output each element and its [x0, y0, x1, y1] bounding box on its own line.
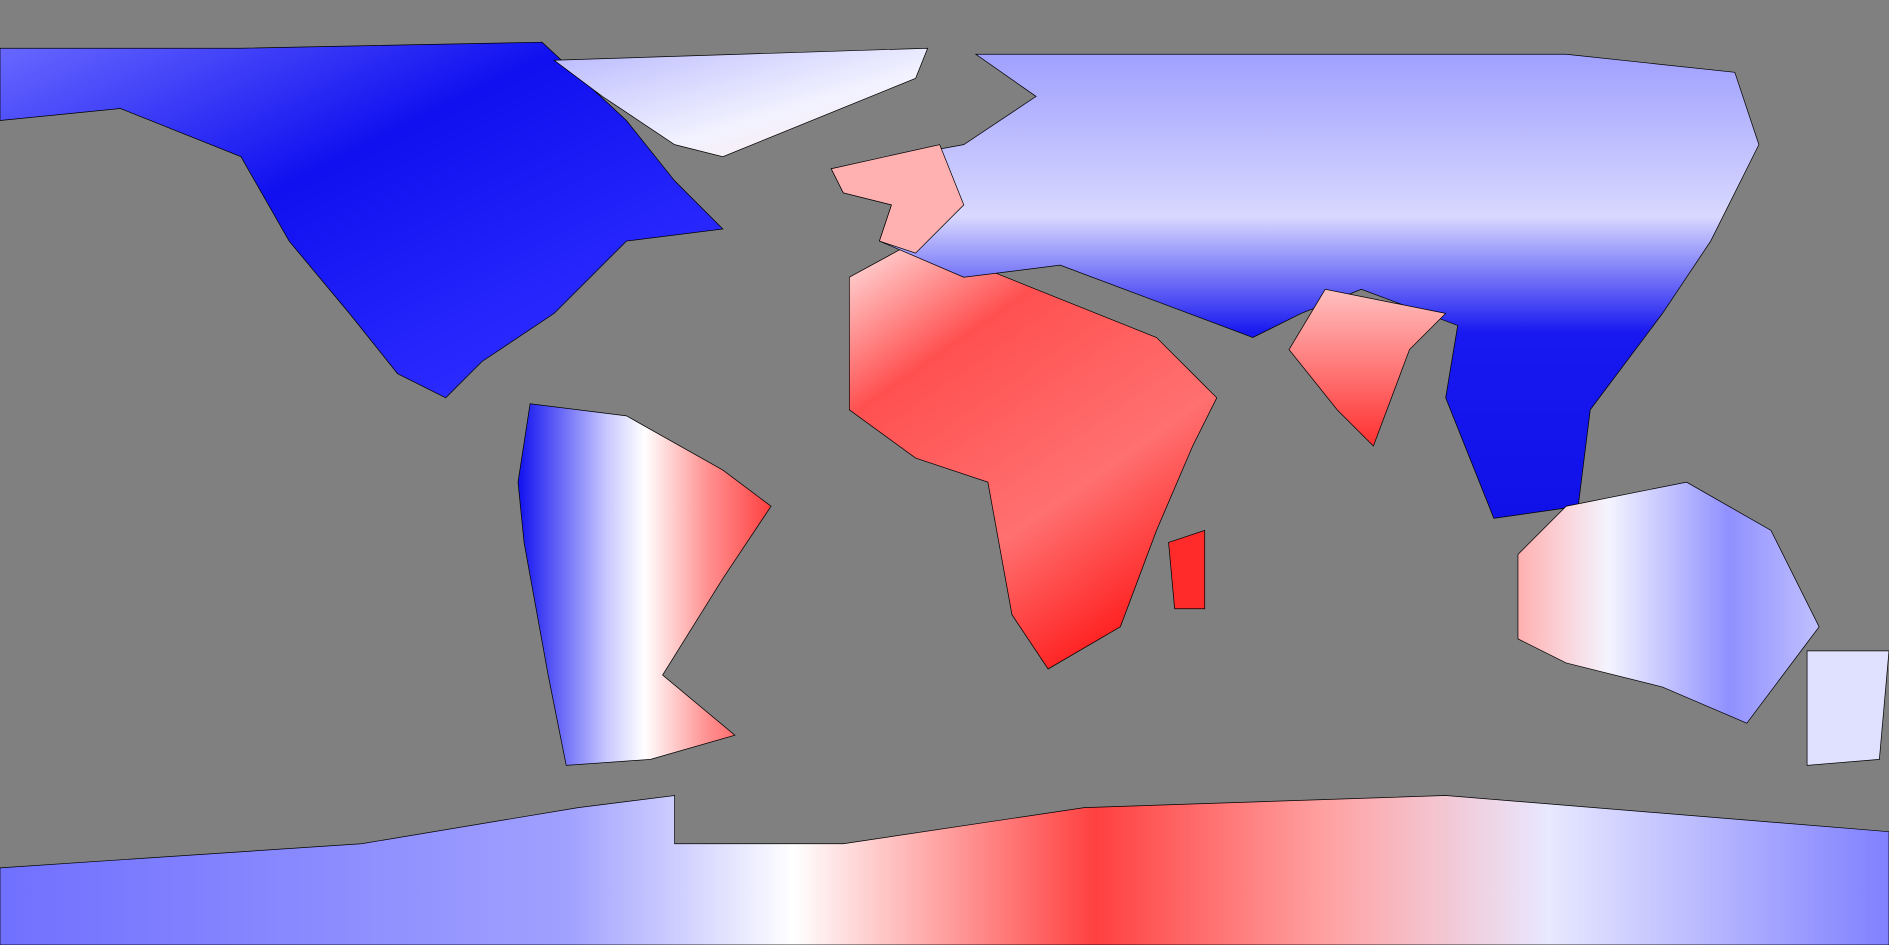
- south-america: [517, 403, 772, 766]
- australia: [1517, 481, 1820, 724]
- western-europe: [830, 144, 965, 254]
- antarctica: [0, 795, 1889, 945]
- india: [1288, 288, 1447, 447]
- greenland: [553, 47, 929, 158]
- new-zealand: [1806, 650, 1889, 766]
- madagascar: [1168, 529, 1206, 610]
- north-america: [0, 41, 724, 399]
- africa: [848, 240, 1218, 670]
